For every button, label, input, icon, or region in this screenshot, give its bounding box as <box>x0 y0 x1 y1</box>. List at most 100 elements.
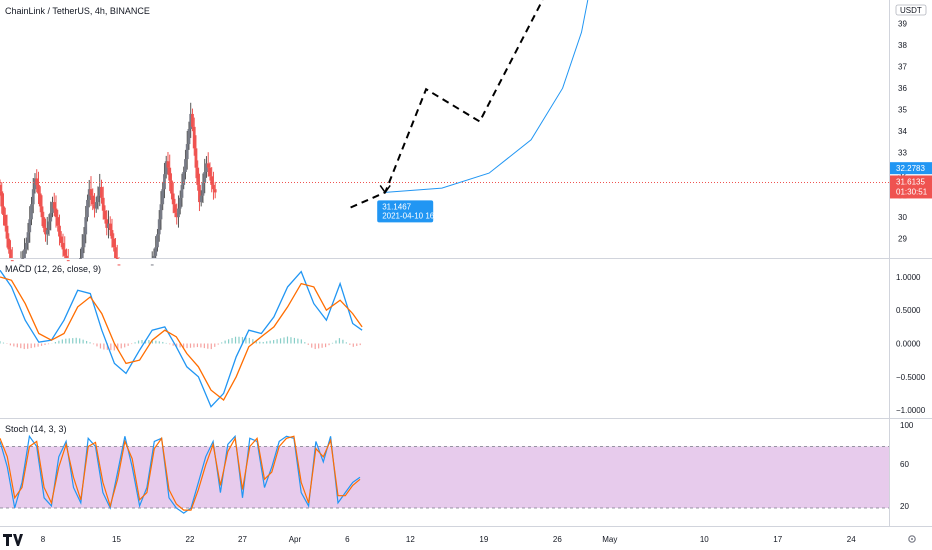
stoch-series-line <box>0 434 361 514</box>
time-tick-label: 6 <box>345 535 350 544</box>
time-tick-label: 17 <box>773 535 782 544</box>
candle <box>206 152 210 177</box>
candle <box>51 196 54 218</box>
last-price-tag: 31.6135 01:30:51 <box>890 175 932 199</box>
candle <box>58 214 61 246</box>
macd-tick-label: 0.0000 <box>896 339 921 348</box>
candle <box>185 130 189 170</box>
macd-title: MACD (12, 26, close, 9) <box>5 264 101 274</box>
candle <box>63 236 67 258</box>
price-tick-label: 38 <box>898 41 907 50</box>
candle <box>163 162 166 199</box>
settings-gear-icon[interactable] <box>908 535 916 543</box>
candle <box>45 216 49 245</box>
candle <box>189 102 193 138</box>
candle <box>91 188 95 211</box>
price-tick-label: 39 <box>898 20 907 29</box>
macd-tick-label: 0.5000 <box>896 306 921 315</box>
candle <box>180 173 184 207</box>
annotation-date: 2021-04-10 16:00 <box>382 211 446 220</box>
candle <box>178 190 182 215</box>
annotation-arrow-icon <box>379 184 391 194</box>
candle <box>194 135 198 179</box>
time-tick-label: 10 <box>700 535 709 544</box>
candle <box>205 156 208 178</box>
macd-tick-label: −1.0000 <box>896 406 926 415</box>
candle <box>103 205 107 224</box>
time-tick-label: 12 <box>406 535 415 544</box>
candle <box>54 195 58 228</box>
candle <box>89 176 93 207</box>
candle <box>79 248 82 259</box>
time-tick-label: 22 <box>186 535 195 544</box>
time-tick-label: 15 <box>112 535 121 544</box>
stoch-tick-label: 100 <box>900 421 914 430</box>
candle <box>201 173 205 204</box>
candle <box>23 238 26 258</box>
price-tick-label: 32 <box>898 170 907 179</box>
price-tick-label: 30 <box>898 213 907 222</box>
candle <box>191 108 194 132</box>
candle <box>33 173 37 194</box>
candle <box>26 222 30 251</box>
candle <box>108 216 112 236</box>
candle <box>154 236 158 258</box>
candle <box>94 196 98 213</box>
candle <box>152 248 156 258</box>
candle <box>0 179 2 196</box>
price-axis[interactable]: 2930313233343536373839 USDT 32.2783 31.6… <box>890 4 932 244</box>
candle <box>187 121 191 150</box>
candle <box>213 181 217 199</box>
candle <box>42 211 46 233</box>
candle <box>171 182 175 214</box>
candle <box>173 198 177 218</box>
price-pane[interactable]: 31.1467 2021-04-10 16:00 ChainLink / Tet… <box>0 0 889 266</box>
candle <box>170 173 173 200</box>
candle <box>210 167 214 193</box>
time-tick-label: 19 <box>479 535 488 544</box>
candle <box>5 214 9 248</box>
time-axis[interactable]: 8 15 22 27 Apr 6 12 19 26 May 10 17 24 <box>41 535 856 544</box>
candle <box>98 173 102 207</box>
candle <box>59 231 63 248</box>
macd-tick-label: 1.0000 <box>896 273 921 282</box>
time-tick-label: 24 <box>847 535 856 544</box>
candle <box>65 248 68 258</box>
candle <box>161 181 165 211</box>
candle <box>24 237 28 254</box>
candle <box>177 195 180 228</box>
candle <box>19 251 23 266</box>
macd-series-line <box>0 269 363 408</box>
candle <box>0 182 4 214</box>
time-tick-label: Apr <box>289 535 302 544</box>
candle <box>203 158 207 194</box>
candle <box>198 173 201 212</box>
candle <box>30 196 33 226</box>
candle <box>49 201 53 231</box>
candle <box>105 210 109 236</box>
candle <box>199 190 203 207</box>
candle <box>44 218 47 242</box>
candle <box>156 228 159 252</box>
time-tick-label: 27 <box>238 535 247 544</box>
candle <box>117 257 121 266</box>
candle <box>84 205 88 244</box>
candle <box>192 117 196 156</box>
candle <box>159 191 163 230</box>
macd-tick-label: −0.5000 <box>896 373 926 382</box>
candle <box>66 248 70 262</box>
time-tick-label: 8 <box>41 535 46 544</box>
price-tick-label: 34 <box>898 127 907 136</box>
stoch-pane[interactable]: 100 60 20 Stoch (14, 3, 3) <box>0 421 914 514</box>
projection-path <box>350 0 544 209</box>
candle <box>101 186 105 220</box>
stoch-series-line <box>0 435 361 511</box>
candle <box>93 193 96 218</box>
candle <box>37 171 40 204</box>
macd-pane[interactable]: 1.0000 0.5000 0.0000 −0.5000 −1.0000 MACD (1… <box>0 264 926 415</box>
candle <box>182 166 186 190</box>
stoch-tick-label: 60 <box>900 460 909 469</box>
time-tick-label: 26 <box>553 535 562 544</box>
candle <box>21 250 25 259</box>
